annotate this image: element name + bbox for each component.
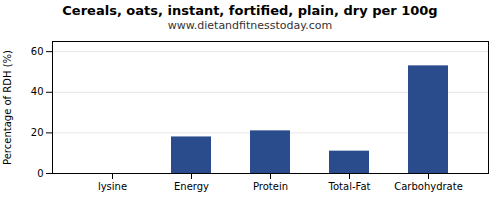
svg-text:40: 40 — [31, 86, 44, 97]
svg-text:0: 0 — [37, 168, 43, 179]
svg-text:20: 20 — [31, 127, 44, 138]
svg-text:Percentage of RDH (%): Percentage of RDH (%) — [2, 50, 13, 165]
svg-text:Protein: Protein — [253, 181, 288, 192]
svg-text:60: 60 — [31, 46, 44, 57]
html-text:Cereals, oats, instant, fortif: Cereals, oats, instant, fortified, plain… — [62, 3, 438, 18]
svg-text:Total-Fat: Total-Fat — [328, 181, 371, 192]
svg-text:Energy: Energy — [174, 181, 209, 192]
html-text:www.dietandfitnesstoday.com: www.dietandfitnesstoday.com — [167, 19, 333, 32]
svg-text:lysine: lysine — [98, 181, 127, 192]
svg-text:Carbohydrate: Carbohydrate — [394, 181, 463, 192]
